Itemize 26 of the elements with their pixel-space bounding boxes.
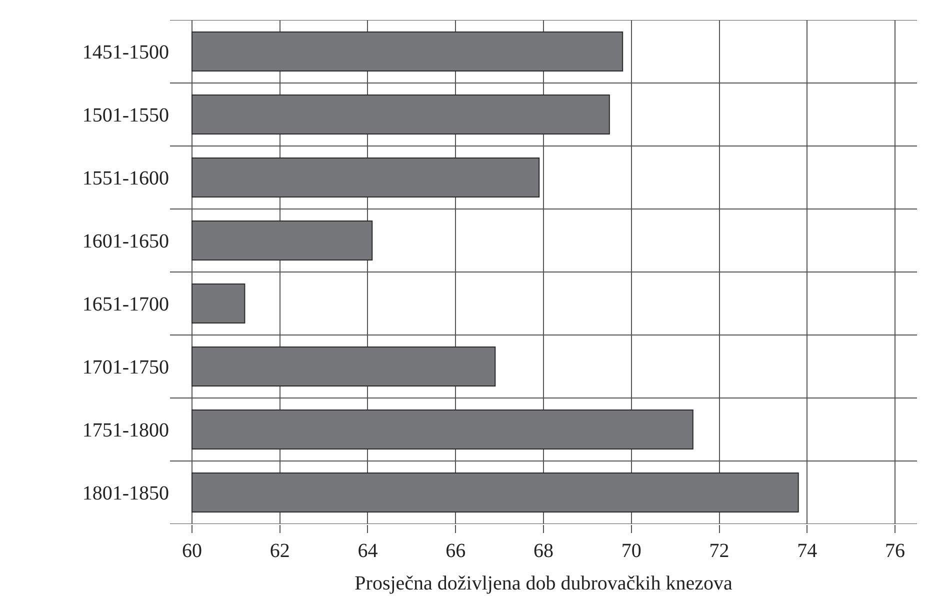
- bar: [191, 283, 246, 324]
- x-tick-label: 62: [270, 540, 290, 562]
- x-tick-label: 72: [709, 540, 730, 562]
- x-tick-label: 66: [446, 540, 466, 562]
- bar: [191, 409, 694, 450]
- x-tick-label: 64: [358, 540, 378, 562]
- y-tick-label: 1651-1700: [82, 294, 169, 316]
- y-tick-label: 1701-1750: [82, 356, 169, 378]
- y-tick-label: 1801-1850: [82, 482, 169, 504]
- y-tick-label: 1601-1650: [82, 230, 169, 252]
- bar: [191, 472, 799, 513]
- x-tick-label: 68: [534, 540, 554, 562]
- x-tick-label: 74: [797, 540, 818, 562]
- x-tick-label: 60: [182, 540, 202, 562]
- bar: [191, 346, 496, 387]
- y-tick-label: 1451-1500: [82, 42, 169, 64]
- bar: [191, 220, 373, 261]
- x-tick-label: 70: [621, 540, 642, 562]
- bar: [191, 31, 624, 72]
- x-tick-label: 76: [885, 540, 906, 562]
- bar: [191, 94, 610, 135]
- bar: [191, 157, 540, 198]
- x-axis-title: Prosječna doživljena dob dubrovačkih knezova: [354, 572, 732, 594]
- y-tick-label: 1501-1550: [82, 104, 169, 126]
- y-tick-label: 1751-1800: [82, 420, 169, 442]
- y-tick-label: 1551-1600: [82, 168, 169, 190]
